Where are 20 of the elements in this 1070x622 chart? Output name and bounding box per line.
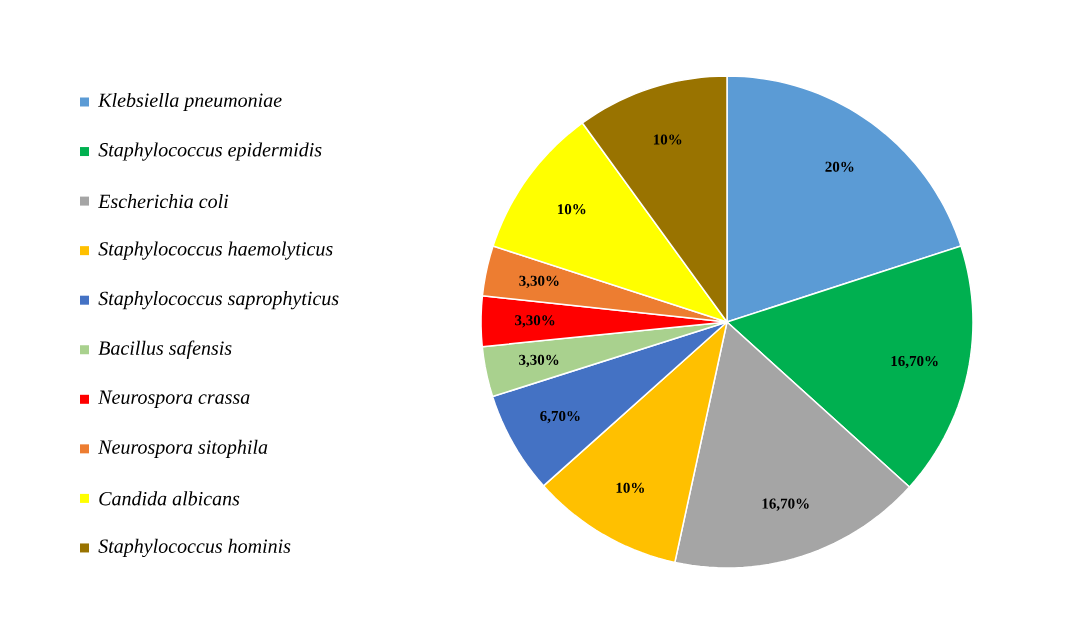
data-label: 16,70% — [891, 355, 938, 369]
data-label: 10% — [616, 482, 644, 493]
data-label: 10% — [557, 204, 586, 215]
data-label: 3,30% — [519, 354, 559, 368]
data-label: 6,70% — [540, 410, 580, 424]
legend-label: Klebsiella pneumoniae — [97, 92, 282, 112]
legend-label: Escherichia coli — [97, 194, 229, 209]
data-label: 3,30% — [515, 315, 555, 328]
legend-label: Neurospora sitophila — [98, 439, 268, 458]
data-label: 10% — [653, 134, 682, 145]
legend-label: Candida albicans — [99, 491, 240, 506]
legend-label: Bacillus safensis — [98, 340, 232, 359]
data-label: 16,70% — [762, 498, 809, 511]
legend-label: Staphylococcus saprophyticus — [98, 291, 339, 310]
legend-label: Staphylococcus haemolyticus — [98, 241, 333, 260]
legend-label: Neurospora crassa — [98, 390, 250, 408]
data-label: 3,30% — [519, 275, 559, 289]
data-label: 20% — [825, 161, 854, 172]
legend-label: Staphylococcus hominis — [98, 538, 291, 558]
legend-label: Staphylococcus epidermidis — [98, 142, 322, 161]
